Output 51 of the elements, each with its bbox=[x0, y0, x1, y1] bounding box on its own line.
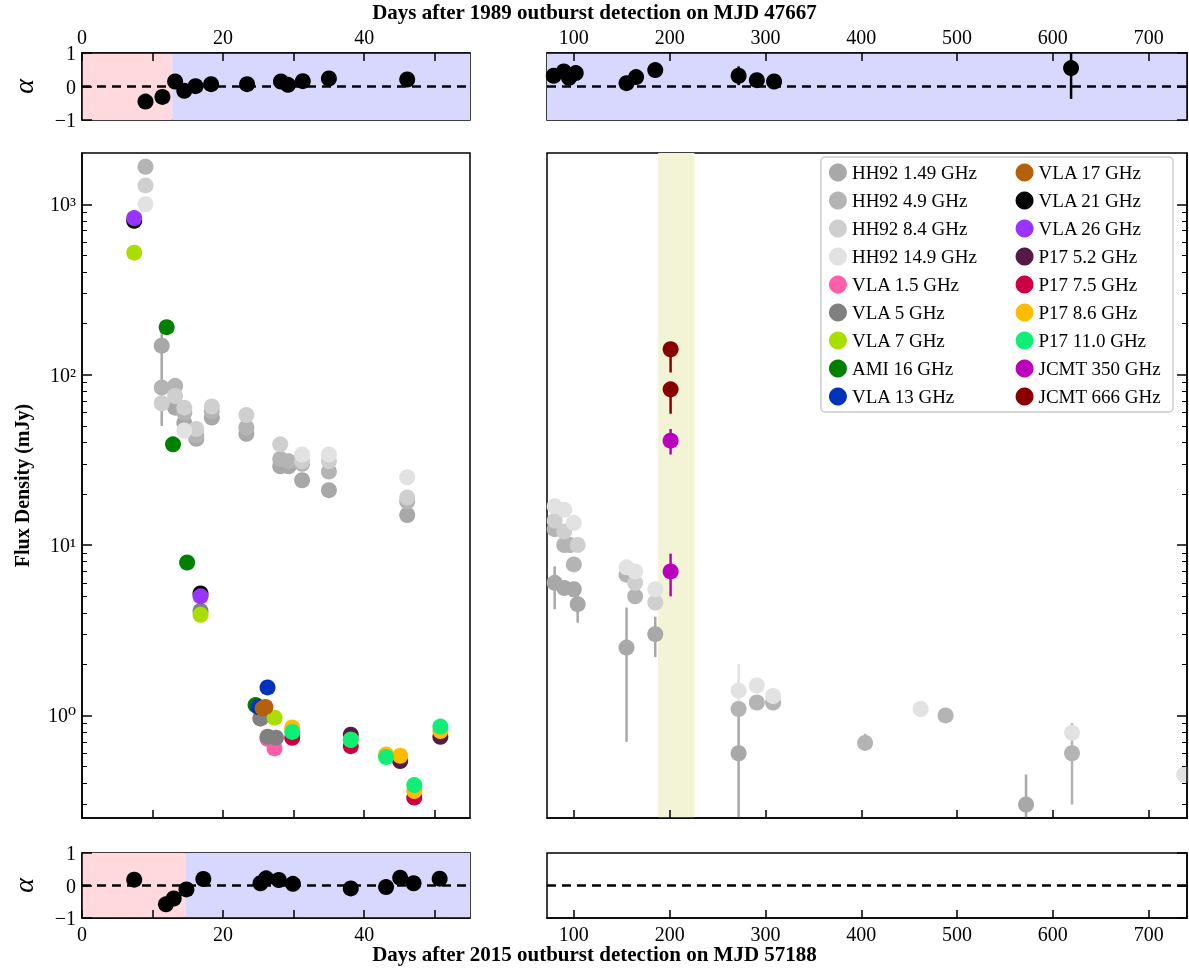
y-tick-label: 1 bbox=[66, 842, 76, 864]
y-axis-title: α bbox=[7, 77, 39, 94]
y-tick-label: 1 bbox=[66, 42, 76, 64]
legend-label: HH92 1.49 GHz bbox=[851, 162, 978, 183]
legend-label: VLA 5 GHz bbox=[851, 302, 945, 323]
x-tick-label: 20 bbox=[213, 26, 234, 48]
x-tick-label: 100 bbox=[558, 26, 589, 48]
legend-label: P17 8.6 GHz bbox=[1038, 302, 1138, 323]
y-tick-label: 10² bbox=[50, 363, 76, 386]
x-tick-label: 600 bbox=[1037, 26, 1068, 48]
x-tick-label: 400 bbox=[846, 923, 877, 945]
legend-label: HH92 4.9 GHz bbox=[851, 190, 968, 211]
x-tick-label: 700 bbox=[1133, 26, 1164, 48]
x-axis-title: Days after 1989 outburst detection on MJD 47667 bbox=[371, 0, 818, 25]
legend-label: JCMT 666 GHz bbox=[1038, 386, 1161, 407]
x-tick-label: 300 bbox=[750, 26, 781, 48]
x-tick-label: 200 bbox=[654, 26, 685, 48]
y-axis-title: Flux Density (mJy) bbox=[11, 403, 34, 568]
y-tick-label: −1 bbox=[54, 109, 76, 131]
y-tick-label: −1 bbox=[54, 907, 76, 929]
legend-label: AMI 16 GHz bbox=[851, 358, 954, 379]
x-tick-label: 100 bbox=[558, 923, 589, 945]
y-tick-label: 0 bbox=[66, 75, 76, 98]
legend-label: VLA 1.5 GHz bbox=[851, 274, 960, 295]
x-tick-label: 40 bbox=[354, 26, 375, 48]
x-axis-title: Days after 2015 outburst detection on MJD 57188 bbox=[372, 942, 817, 966]
x-tick-label: 40 bbox=[354, 923, 375, 945]
legend-label: P17 5.2 GHz bbox=[1038, 246, 1138, 267]
x-tick-label: 400 bbox=[846, 26, 877, 48]
y-tick-label: 10³ bbox=[50, 193, 76, 216]
y-axis-title: α bbox=[7, 876, 39, 893]
x-tick-label: 500 bbox=[942, 923, 973, 945]
legend-label: VLA 7 GHz bbox=[851, 330, 945, 351]
legend-label: P17 11.0 GHz bbox=[1038, 330, 1147, 351]
legend-label: VLA 17 GHz bbox=[1038, 162, 1141, 183]
legend-label: JCMT 350 GHz bbox=[1038, 358, 1161, 379]
y-tick-label: 10⁰ bbox=[47, 704, 76, 727]
x-tick-label: 20 bbox=[213, 923, 234, 945]
x-tick-label: 700 bbox=[1133, 923, 1164, 945]
x-tick-label: 500 bbox=[942, 26, 973, 48]
legend-label: HH92 14.9 GHz bbox=[851, 246, 978, 267]
legend-label: P17 7.5 GHz bbox=[1038, 274, 1138, 295]
y-tick-label: 0 bbox=[66, 874, 76, 897]
legend-label: HH92 8.4 GHz bbox=[851, 218, 968, 239]
x-tick-label: 300 bbox=[750, 923, 781, 945]
legend-label: VLA 13 GHz bbox=[851, 386, 955, 407]
x-tick-label: 600 bbox=[1037, 923, 1068, 945]
x-tick-label: 200 bbox=[654, 923, 685, 945]
legend-label: VLA 26 GHz bbox=[1038, 218, 1141, 239]
legend-label: VLA 21 GHz bbox=[1038, 190, 1141, 211]
y-tick-label: 10¹ bbox=[50, 534, 76, 557]
